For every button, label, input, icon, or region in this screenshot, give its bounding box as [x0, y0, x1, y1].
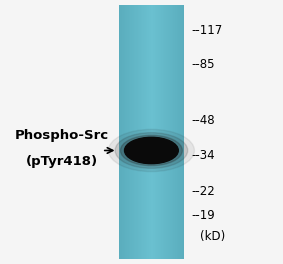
Bar	[159, 5, 160, 259]
Bar	[139, 5, 140, 259]
Bar	[140, 5, 141, 259]
Bar	[147, 5, 148, 259]
Bar	[183, 5, 184, 259]
Bar	[173, 5, 174, 259]
Bar	[173, 5, 174, 259]
Bar	[147, 5, 148, 259]
Bar	[128, 5, 129, 259]
Ellipse shape	[115, 133, 188, 168]
Bar	[129, 5, 130, 259]
Text: --117: --117	[191, 24, 222, 37]
Bar	[168, 5, 170, 259]
Bar	[169, 5, 170, 259]
Bar	[181, 5, 182, 259]
Ellipse shape	[108, 129, 194, 172]
Bar	[177, 5, 178, 259]
Bar	[151, 5, 153, 259]
Bar	[177, 5, 179, 259]
Bar	[143, 5, 144, 259]
Bar	[175, 5, 176, 259]
Bar	[156, 5, 157, 259]
Text: --19: --19	[191, 209, 215, 222]
Bar	[130, 5, 131, 259]
Text: --22: --22	[191, 185, 215, 198]
Bar	[120, 5, 121, 259]
Bar	[168, 5, 169, 259]
Bar	[142, 5, 143, 259]
Bar	[121, 5, 122, 259]
Text: (kD): (kD)	[200, 230, 225, 243]
Text: --34: --34	[191, 149, 215, 162]
Bar	[164, 5, 166, 259]
Bar	[158, 5, 159, 259]
Bar	[150, 5, 151, 259]
Bar	[144, 5, 145, 259]
Bar	[172, 5, 173, 259]
Bar	[179, 5, 180, 259]
Bar	[180, 5, 181, 259]
Bar	[138, 5, 140, 259]
Bar	[170, 5, 171, 259]
Bar	[171, 5, 172, 259]
Bar	[154, 5, 155, 259]
Bar	[124, 5, 125, 259]
Bar	[178, 5, 179, 259]
Bar	[148, 5, 149, 259]
Bar	[152, 5, 153, 259]
Bar	[146, 5, 147, 259]
Bar	[135, 5, 136, 259]
Bar	[182, 5, 183, 259]
Bar	[141, 5, 142, 259]
Bar	[128, 5, 130, 259]
Text: Phospho-Src: Phospho-Src	[15, 129, 109, 143]
Bar	[181, 5, 183, 259]
Bar	[153, 5, 154, 259]
Bar	[167, 5, 168, 259]
Bar	[131, 5, 132, 259]
Bar	[126, 5, 127, 259]
Bar	[134, 5, 135, 259]
Bar	[157, 5, 158, 259]
Bar	[122, 5, 123, 259]
Text: --85: --85	[191, 58, 215, 71]
Ellipse shape	[121, 135, 182, 166]
Bar	[137, 5, 138, 259]
Bar	[121, 5, 122, 259]
Bar	[160, 5, 161, 259]
Text: (pTyr418): (pTyr418)	[26, 154, 98, 168]
Bar	[166, 5, 167, 259]
Bar	[125, 5, 126, 259]
Bar	[127, 5, 128, 259]
Ellipse shape	[125, 137, 178, 164]
Bar	[151, 5, 152, 259]
Bar	[123, 5, 124, 259]
Bar	[155, 5, 156, 259]
Bar	[163, 5, 164, 259]
Bar	[162, 5, 163, 259]
Bar	[138, 5, 139, 259]
Bar	[134, 5, 136, 259]
Bar	[119, 5, 120, 259]
Bar	[136, 5, 137, 259]
Bar	[161, 5, 162, 259]
Bar	[155, 5, 156, 259]
Bar	[132, 5, 133, 259]
Bar	[145, 5, 146, 259]
Bar	[125, 5, 127, 259]
Bar	[176, 5, 177, 259]
Bar	[142, 5, 143, 259]
Bar	[165, 5, 166, 259]
Bar	[133, 5, 134, 259]
Bar	[149, 5, 150, 259]
Bar	[160, 5, 161, 259]
Text: --48: --48	[191, 114, 215, 127]
Bar	[164, 5, 165, 259]
Bar	[174, 5, 175, 259]
